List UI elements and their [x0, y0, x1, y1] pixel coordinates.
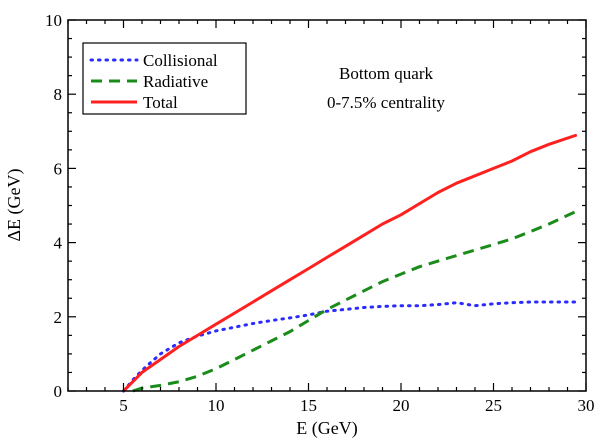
- legend: Collisional Radiative Total: [82, 42, 247, 115]
- annotation-centrality: 0-7.5% centrality: [327, 93, 446, 112]
- series-layer: [122, 133, 579, 393]
- x-tick-label: 25: [485, 396, 502, 415]
- legend-label-total: Total: [143, 93, 178, 112]
- labels-layer: 5 10 15 20 25 30 0 2 4 6 8 10: [45, 11, 595, 415]
- x-tick-label: 20: [393, 396, 410, 415]
- series-line-radiative: [132, 209, 578, 393]
- y-tick-label: 10: [45, 11, 62, 30]
- y-tick-label: 6: [54, 159, 63, 178]
- y-axis-title: ΔE (GeV): [4, 168, 25, 241]
- legend-label-radiative: Radiative: [143, 72, 208, 91]
- x-tick-label: 5: [119, 396, 128, 415]
- y-tick-label: 0: [54, 382, 63, 401]
- x-tick-label: 10: [208, 396, 225, 415]
- legend-label-collisional: Collisional: [143, 51, 218, 70]
- y-tick-label: 8: [54, 85, 63, 104]
- annotation-quark: Bottom quark: [339, 64, 433, 83]
- x-tick-label: 15: [300, 396, 317, 415]
- series-line-collisional: [122, 300, 579, 393]
- x-axis-title: E (GeV): [296, 418, 357, 439]
- series-line-total: [122, 133, 578, 393]
- x-tick-label: 30: [578, 396, 595, 415]
- y-tick-label: 2: [54, 308, 63, 327]
- ticks-layer: [67, 19, 587, 392]
- y-tick-label: 4: [54, 234, 63, 253]
